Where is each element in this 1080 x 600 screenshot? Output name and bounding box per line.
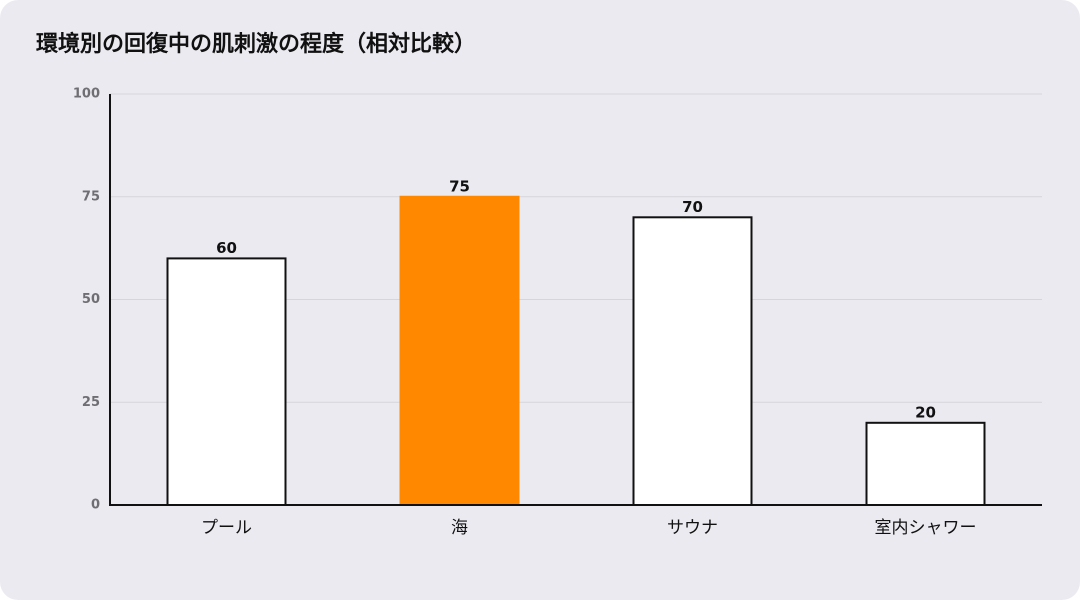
bar [166,257,287,506]
y-tick-label: 100 [73,87,100,102]
x-tick-label: 室内シャワー [875,518,977,538]
value-label: 70 [682,198,703,216]
bar [399,195,520,506]
y-tick-label: 25 [82,395,100,410]
y-tick-label: 75 [82,189,100,204]
bar [865,421,986,506]
bar [632,216,753,507]
y-tick-label: 50 [82,292,100,307]
x-tick-label: 海 [451,518,468,538]
value-label: 60 [216,239,237,257]
y-tick-label: 0 [91,498,100,513]
value-label: 20 [915,403,936,421]
chart-title: 環境別の回復中の肌刺激の程度（相対比較） [36,31,476,57]
x-tick-label: サウナ [667,518,718,538]
value-label: 75 [449,177,470,195]
x-tick-label: プール [201,518,252,538]
